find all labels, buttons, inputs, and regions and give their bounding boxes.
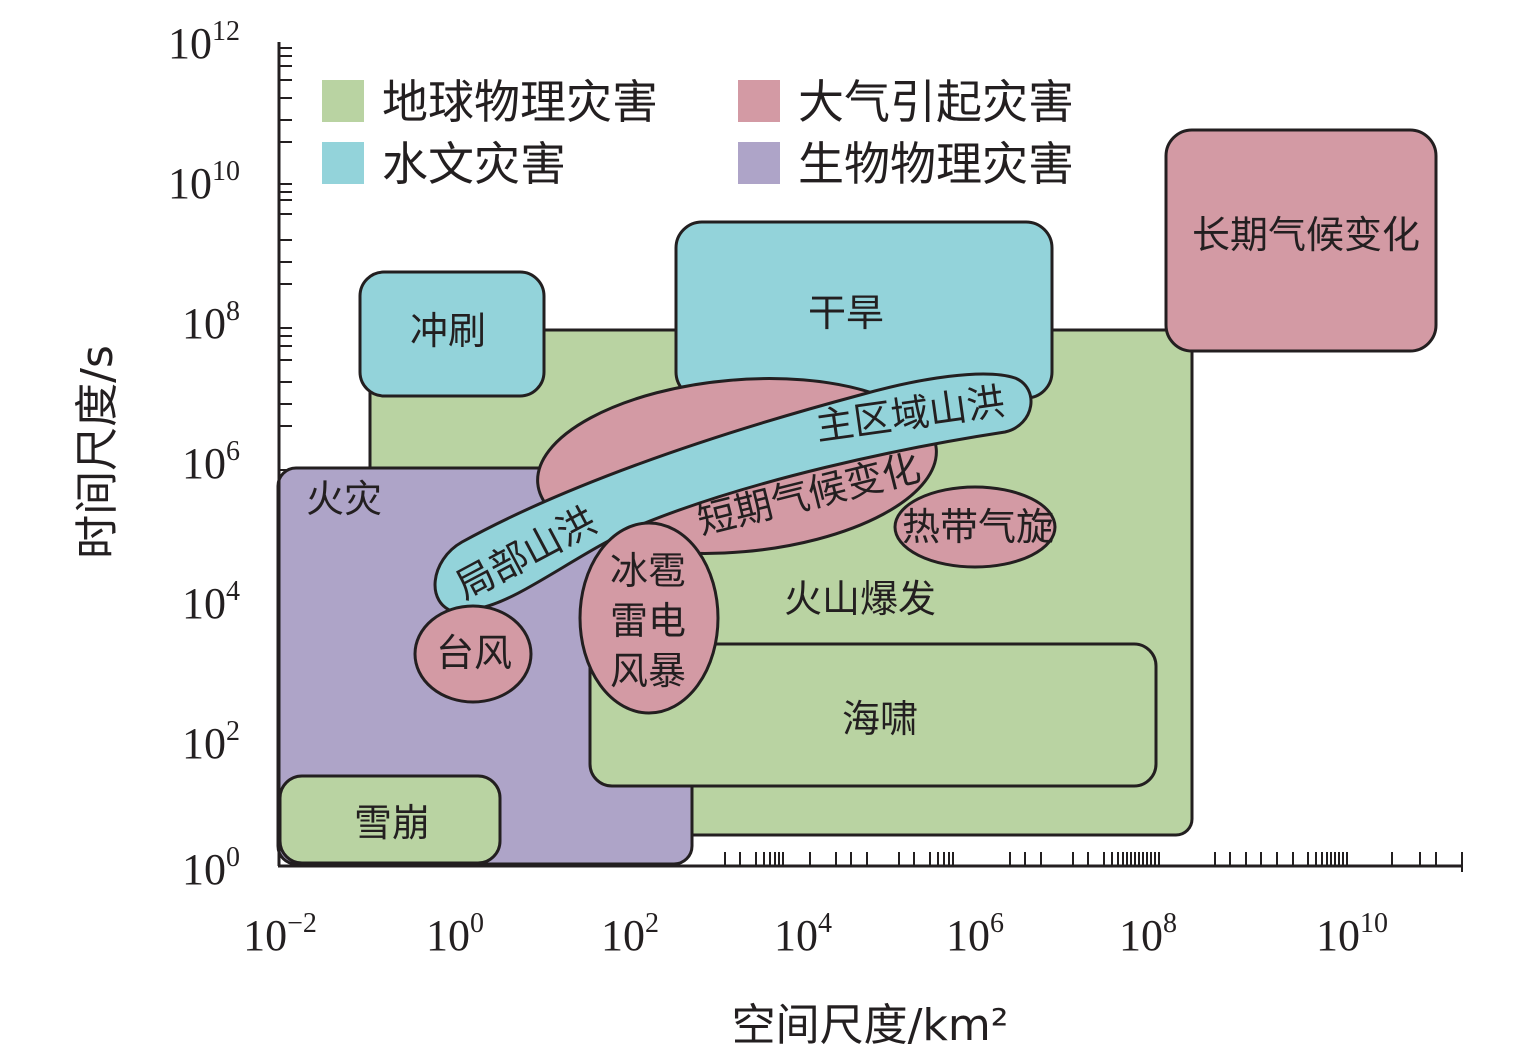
- x-tick-label: 106: [946, 908, 1004, 960]
- legend-label-biophysical: 生物物理灾害: [798, 137, 1074, 191]
- label-tropical-cyclone: 热带气旋: [902, 505, 1054, 549]
- legend-label-geophysical: 地球物理灾害: [382, 75, 658, 129]
- region-tsunami: [588, 642, 1158, 788]
- label-thunder: 雷电: [610, 599, 686, 643]
- y-tick-label: 108: [182, 296, 240, 348]
- label-long-climate: 长期气候变化: [1192, 213, 1420, 257]
- region-hail-storm: [578, 521, 720, 715]
- x-tick-label: 102: [601, 908, 659, 960]
- legend-swatch-geophysical: [322, 80, 364, 122]
- label-hail: 冰雹: [610, 549, 686, 593]
- y-tick-label: 104: [182, 576, 240, 628]
- legend-swatch-hydrological: [322, 142, 364, 184]
- legend-label-atmospheric: 大气引起灾害: [798, 75, 1074, 129]
- label-erosion: 冲刷: [410, 309, 486, 353]
- label-storm: 风暴: [610, 649, 686, 693]
- y-tick-label: 1010: [168, 156, 240, 208]
- y-tick-label: 100: [182, 842, 240, 894]
- region-flood-band: [433, 372, 1033, 615]
- legend-swatch-biophysical: [738, 142, 780, 184]
- x-axis-minor-ticks: [724, 852, 1463, 872]
- x-tick-labels: 10−2 100 102 104 106 108 1010: [243, 908, 1388, 960]
- region-tropical-cyclone: [893, 485, 1057, 569]
- x-tick-label: 100: [426, 908, 484, 960]
- label-typhoon: 台风: [436, 631, 512, 675]
- legend: 地球物理灾害 大气引起灾害 水文灾害 生物物理灾害: [322, 75, 1074, 191]
- x-tick-label: 10−2: [243, 908, 317, 960]
- x-axis-title: 空间尺度/km²: [732, 1000, 1009, 1051]
- x-tick-label: 108: [1119, 908, 1177, 960]
- y-tick-label: 1012: [168, 16, 240, 68]
- label-fire: 火灾: [306, 477, 382, 521]
- label-avalanche: 雪崩: [354, 801, 430, 845]
- region-long-climate: [1164, 128, 1438, 353]
- legend-label-hydrological: 水文灾害: [382, 137, 566, 191]
- y-axis-title: 时间尺度/s: [72, 345, 123, 559]
- x-tick-label: 1010: [1316, 908, 1388, 960]
- label-tsunami: 海啸: [842, 697, 918, 741]
- y-tick-label: 106: [182, 436, 240, 488]
- y-tick-labels: 1012 1010 108 106 104 102 100: [168, 16, 240, 894]
- x-tick-label: 104: [774, 908, 832, 960]
- legend-swatch-atmospheric: [738, 80, 780, 122]
- label-volcano: 火山爆发: [784, 577, 936, 621]
- y-tick-label: 102: [182, 716, 240, 768]
- region-typhoon: [413, 604, 533, 704]
- region-erosion: [358, 270, 546, 398]
- label-drought: 干旱: [808, 291, 884, 335]
- y-axis-minor-ticks: [280, 47, 292, 487]
